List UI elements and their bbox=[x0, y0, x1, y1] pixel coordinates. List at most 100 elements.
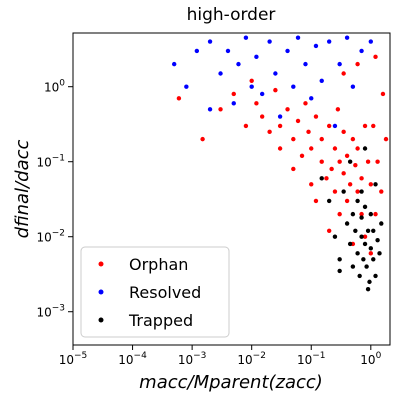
point bbox=[359, 234, 364, 239]
point bbox=[377, 251, 382, 256]
point bbox=[341, 71, 346, 76]
point bbox=[171, 61, 177, 67]
point bbox=[344, 198, 350, 204]
point bbox=[231, 91, 236, 97]
tick-label: 10−5 bbox=[59, 351, 88, 367]
point bbox=[341, 189, 346, 194]
tick-label: 10−4 bbox=[118, 351, 147, 367]
point bbox=[243, 35, 249, 40]
point bbox=[365, 286, 371, 292]
point bbox=[368, 39, 374, 44]
point bbox=[291, 84, 296, 89]
point bbox=[207, 39, 213, 44]
point bbox=[277, 123, 283, 129]
legend-marker bbox=[98, 261, 104, 267]
point bbox=[347, 159, 353, 164]
point bbox=[361, 257, 366, 262]
point bbox=[285, 107, 290, 112]
tick-label: 10−2 bbox=[237, 351, 266, 367]
point bbox=[332, 123, 338, 129]
point bbox=[319, 159, 324, 164]
tick-label: 10−1 bbox=[36, 154, 65, 170]
point bbox=[313, 114, 319, 119]
point bbox=[324, 176, 329, 181]
point bbox=[332, 146, 338, 151]
point bbox=[309, 96, 314, 101]
point bbox=[341, 171, 346, 176]
point bbox=[371, 228, 376, 233]
point bbox=[355, 251, 360, 256]
point bbox=[329, 166, 334, 172]
legend-marker bbox=[98, 317, 104, 323]
point bbox=[291, 166, 296, 172]
point bbox=[337, 268, 342, 274]
point bbox=[364, 264, 369, 269]
point bbox=[218, 107, 223, 112]
tick-label: 10−3 bbox=[178, 351, 207, 367]
point bbox=[368, 182, 374, 187]
point bbox=[273, 71, 278, 76]
point bbox=[184, 84, 189, 89]
point bbox=[309, 146, 314, 151]
point bbox=[326, 39, 332, 44]
point bbox=[326, 123, 332, 129]
tick-label: 100 bbox=[44, 79, 65, 95]
point bbox=[335, 107, 341, 112]
point bbox=[367, 279, 372, 285]
point bbox=[380, 91, 386, 97]
point bbox=[371, 123, 376, 129]
point bbox=[350, 84, 356, 89]
point bbox=[218, 71, 223, 76]
point bbox=[362, 123, 368, 129]
point bbox=[368, 246, 374, 251]
point bbox=[383, 136, 389, 142]
point bbox=[291, 136, 296, 142]
point bbox=[337, 61, 342, 67]
point bbox=[365, 228, 371, 233]
point bbox=[267, 129, 272, 135]
point bbox=[359, 48, 364, 54]
legend-label: Trapped bbox=[128, 311, 193, 330]
point bbox=[337, 211, 342, 217]
point bbox=[249, 78, 254, 83]
point bbox=[332, 189, 338, 194]
axes-frame bbox=[72, 32, 391, 346]
point bbox=[368, 211, 374, 217]
point bbox=[337, 159, 342, 164]
point bbox=[313, 43, 319, 49]
point bbox=[347, 182, 353, 187]
point bbox=[365, 159, 371, 164]
chart-title: high-order bbox=[187, 5, 276, 25]
plot-area bbox=[171, 35, 389, 292]
point bbox=[368, 251, 374, 256]
point bbox=[359, 211, 364, 217]
point bbox=[350, 136, 356, 142]
point bbox=[362, 234, 368, 239]
point bbox=[344, 153, 350, 158]
point bbox=[303, 61, 308, 67]
point bbox=[375, 237, 380, 243]
point bbox=[337, 257, 342, 262]
point bbox=[254, 101, 259, 106]
point bbox=[379, 189, 384, 194]
point bbox=[355, 198, 360, 204]
point bbox=[350, 264, 356, 269]
point bbox=[176, 96, 182, 101]
point bbox=[344, 35, 350, 40]
legend-label: Resolved bbox=[129, 283, 201, 302]
legend-marker bbox=[98, 289, 104, 295]
point bbox=[332, 234, 338, 239]
point bbox=[200, 136, 205, 142]
point bbox=[350, 211, 356, 217]
point bbox=[236, 61, 241, 67]
point bbox=[273, 87, 278, 93]
point bbox=[341, 129, 346, 135]
point bbox=[299, 153, 305, 158]
point bbox=[357, 273, 362, 279]
legend-label: Orphan bbox=[129, 255, 188, 274]
point bbox=[344, 221, 350, 226]
point bbox=[359, 189, 364, 194]
point bbox=[319, 176, 324, 181]
point bbox=[225, 48, 231, 54]
